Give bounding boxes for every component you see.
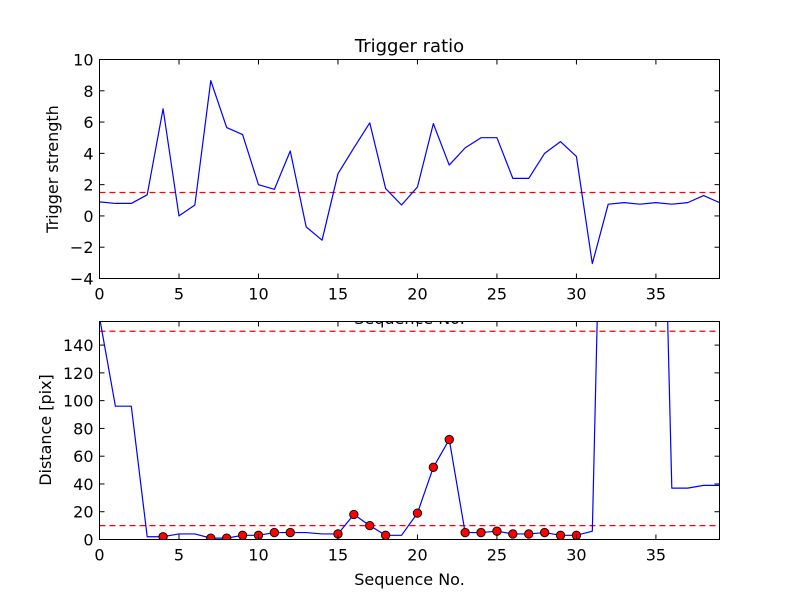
- top-plot-frame: [99, 59, 720, 279]
- y-tick-label: 8: [83, 82, 93, 101]
- bottom-plot: 0 5 10 15 20 25 30 35 0 20 40 60 80 100 120 140 Sequenc…: [36, 300, 721, 589]
- y-tick-label: 80: [73, 419, 93, 438]
- x-tick-label: 20: [407, 546, 427, 565]
- data-point: [555, 530, 566, 540]
- y-tick-label: −2: [70, 238, 94, 257]
- data-point: [222, 533, 232, 540]
- x-tick-label: 30: [566, 546, 586, 565]
- y-tick-label: 2: [83, 176, 93, 195]
- bottom-plot-background: [99, 300, 721, 322]
- x-tick-label: 10: [248, 285, 268, 304]
- data-point: [412, 508, 423, 518]
- data-point: [428, 462, 438, 472]
- data-point: [444, 434, 454, 445]
- data-point: [492, 526, 502, 536]
- y-tick-label: 120: [63, 364, 94, 383]
- x-tick-label: 35: [646, 546, 666, 565]
- data-point: [349, 509, 359, 520]
- x-tick-label: 25: [487, 285, 507, 304]
- y-tick-label: 10: [73, 51, 93, 70]
- data-point: [460, 527, 470, 538]
- y-tick-label: 20: [73, 503, 93, 522]
- top-plot-marks: [99, 80, 720, 265]
- y-tick-label: 140: [63, 336, 94, 355]
- x-tick-label: 0: [94, 546, 104, 565]
- y-tick-label: 60: [73, 447, 93, 466]
- y-tick-label: 100: [63, 392, 94, 411]
- y-tick-label: 40: [73, 475, 93, 494]
- x-tick-label: 30: [566, 285, 586, 304]
- data-point: [539, 527, 550, 538]
- series-line-0: [99, 80, 720, 265]
- top-plot-ylabel: Trigger strength: [43, 105, 62, 234]
- bottom-plot-ticks: 0 5 10 15 20 25 30 35 0 20 40 60 80 100 120 140: [63, 321, 720, 565]
- plot-area: [99, 80, 720, 265]
- x-tick-label: 35: [646, 285, 666, 304]
- data-point: [206, 533, 216, 540]
- data-point: [476, 527, 486, 538]
- data-point: [237, 530, 248, 540]
- x-tick-label: 15: [328, 546, 348, 565]
- y-tick-label: −4: [70, 270, 94, 289]
- y-tick-label: 6: [83, 113, 93, 132]
- x-tick-label: 25: [487, 546, 507, 565]
- x-tick-label: 10: [248, 546, 268, 565]
- x-tick-label: 15: [328, 285, 348, 304]
- data-point: [508, 529, 518, 539]
- y-tick-label: 4: [83, 144, 93, 163]
- bottom-plot-xlabel: Sequence No.: [354, 570, 465, 589]
- y-tick-label: 0: [83, 207, 93, 226]
- x-tick-label: 5: [174, 285, 184, 304]
- x-tick-label: 0: [94, 285, 104, 304]
- x-tick-label: 5: [174, 546, 184, 565]
- y-tick-label: 0: [83, 531, 93, 550]
- bottom-plot-ylabel: Distance [pix]: [36, 374, 55, 486]
- plot-area: [99, 321, 720, 540]
- data-point: [285, 527, 295, 538]
- top-plot: Trigger ratio 0 5 10 15 20 25 30 35−4−20246810 …: [43, 36, 720, 328]
- data-point: [269, 527, 280, 538]
- data-point: [158, 532, 168, 540]
- data-point: [365, 520, 375, 531]
- data-point: [524, 529, 534, 539]
- x-tick-label: 20: [407, 285, 427, 304]
- bottom-plot-frame: [99, 321, 720, 540]
- bottom-plot-marks: [99, 321, 720, 540]
- data-point: [381, 530, 391, 540]
- series-line-0: [99, 321, 720, 539]
- top-plot-title: Trigger ratio: [354, 36, 464, 57]
- top-plot-ticks: 0 5 10 15 20 25 30 35 −4 −2 0 2 4 6 8 10: [70, 51, 720, 304]
